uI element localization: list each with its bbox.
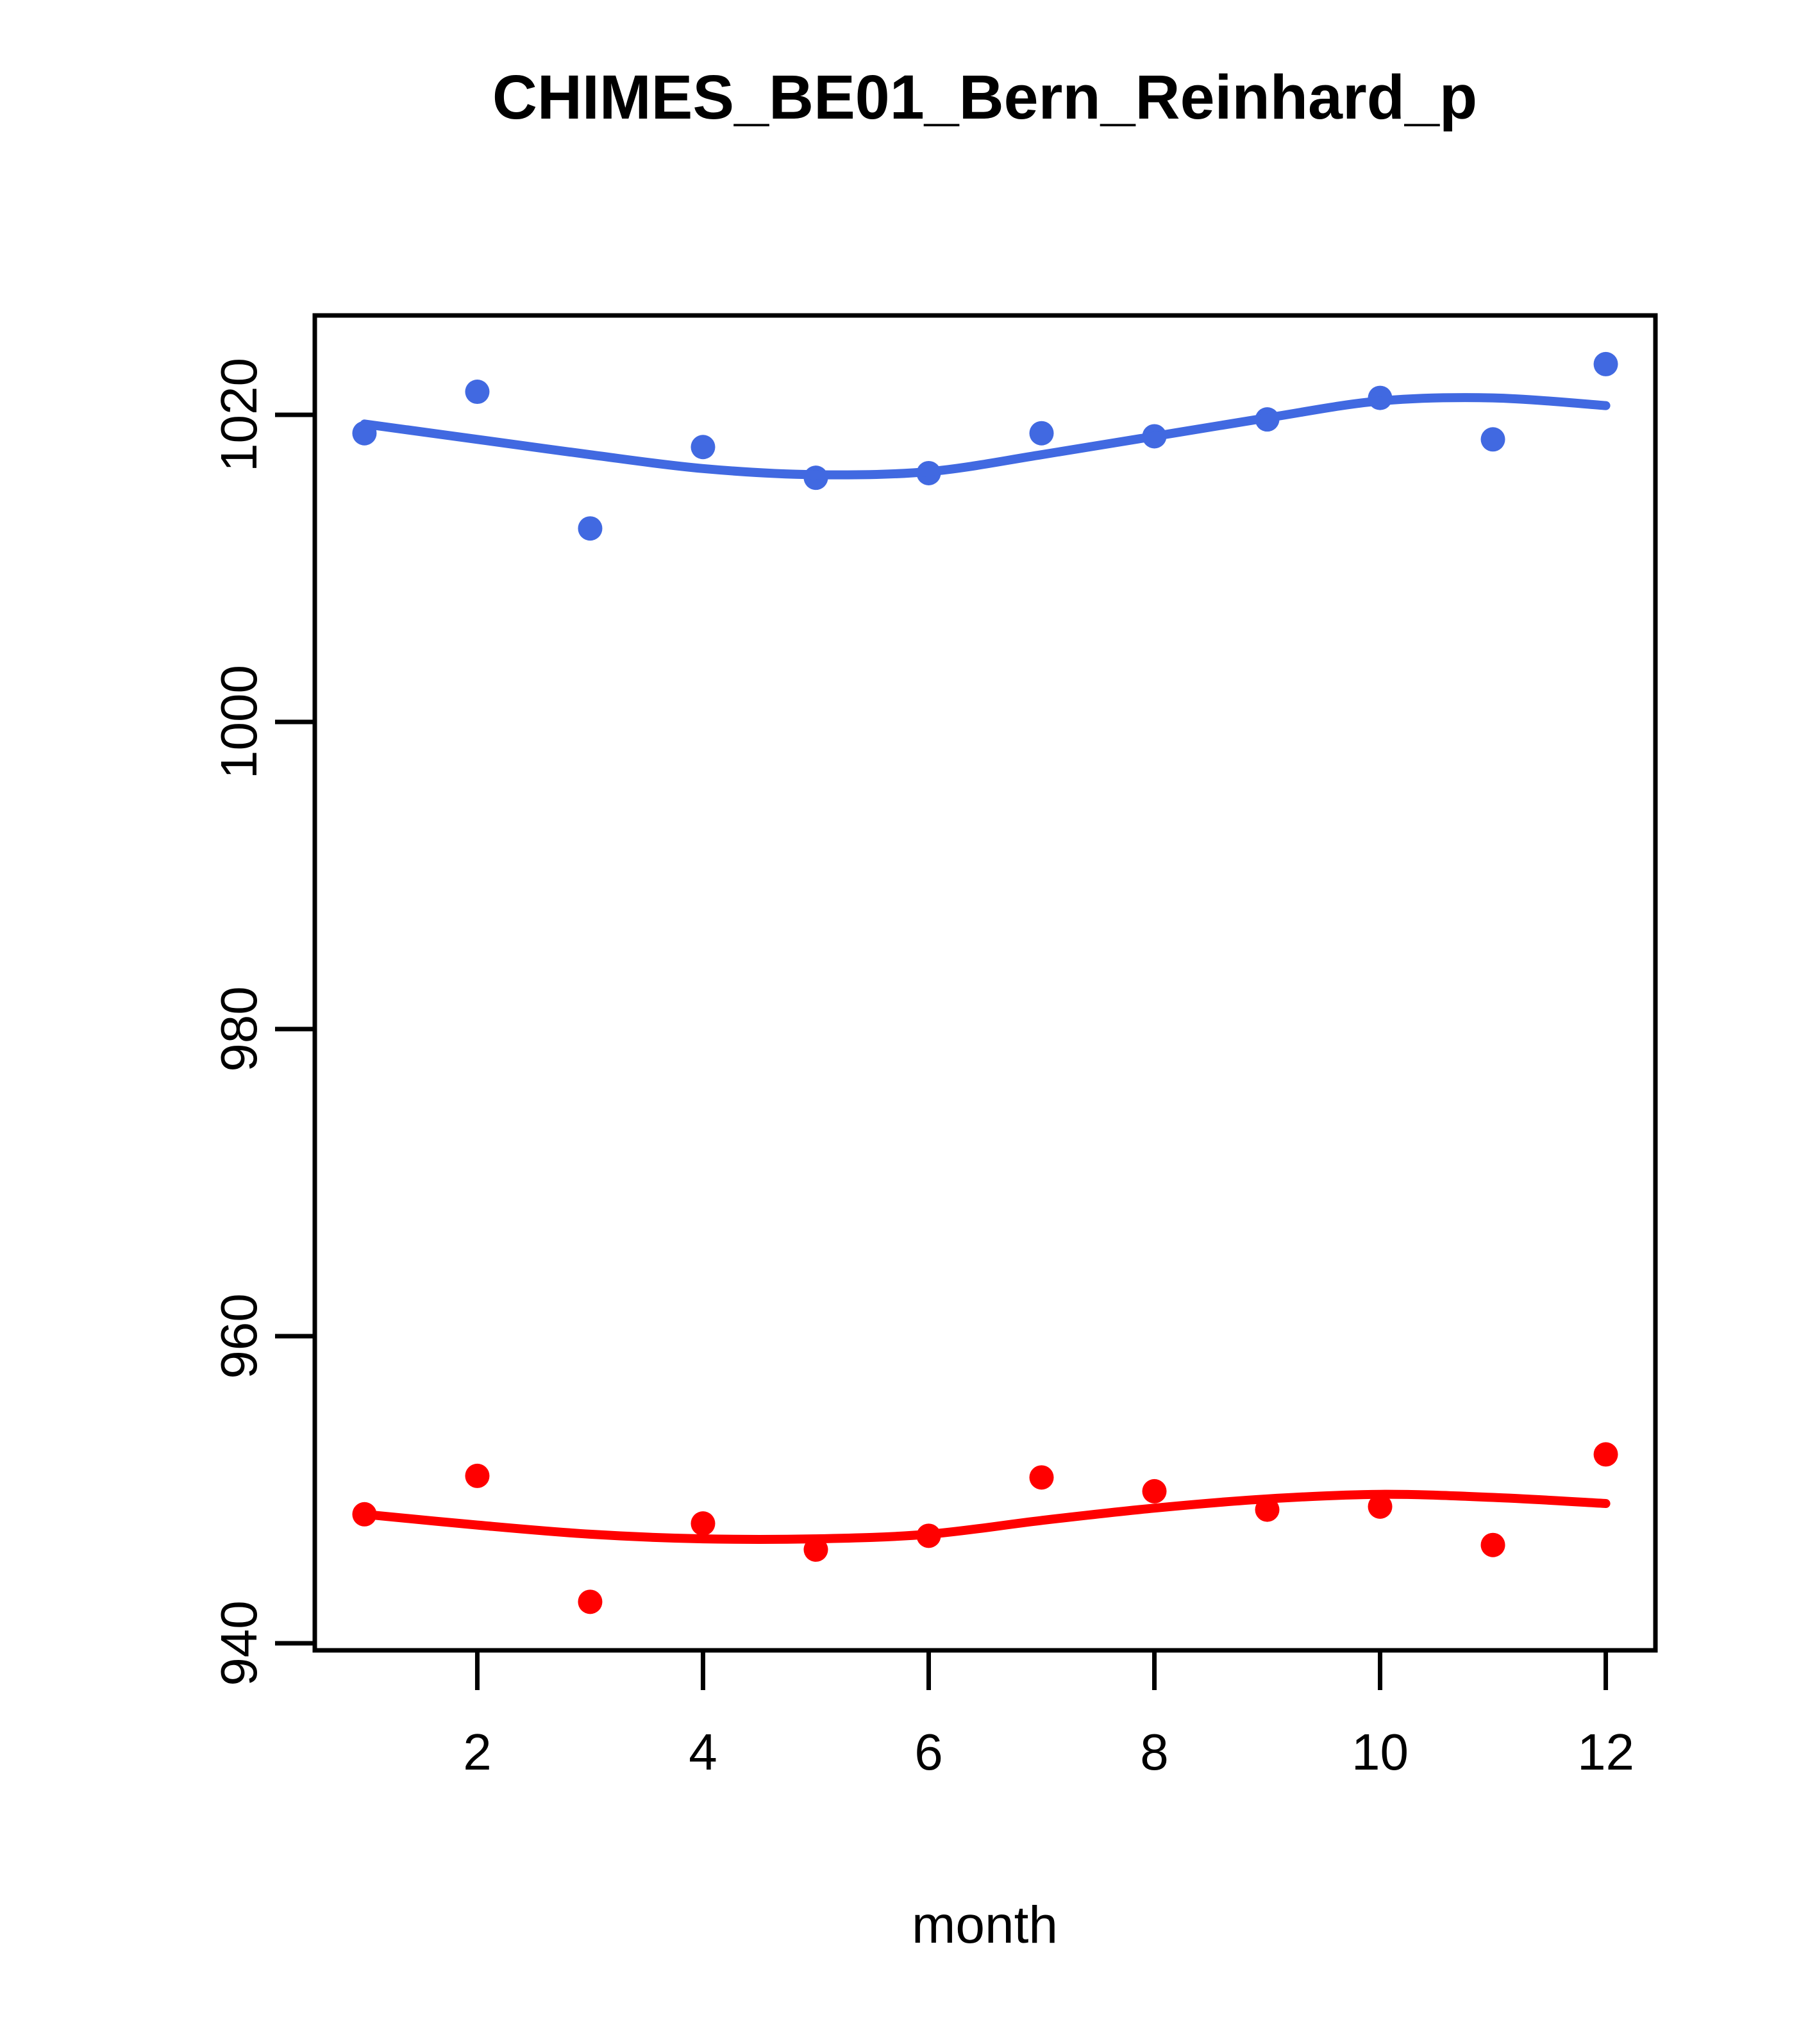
data-point-red — [1480, 1532, 1505, 1557]
data-point-red — [1142, 1479, 1167, 1504]
x-tick-label: 2 — [463, 1723, 492, 1780]
data-point-blue — [1480, 427, 1505, 452]
x-tick-label: 4 — [689, 1723, 717, 1780]
x-axis-ticks: 2 4 6 8 10 12 — [463, 1650, 1634, 1780]
data-point-red — [1029, 1465, 1054, 1490]
data-series-layer — [352, 351, 1618, 1614]
x-axis-label: month — [912, 1896, 1058, 1954]
data-point-red — [803, 1537, 828, 1562]
data-point-red — [578, 1589, 603, 1614]
data-point-red — [465, 1463, 490, 1488]
data-point-red — [1368, 1494, 1393, 1519]
data-point-red — [691, 1511, 716, 1536]
plot-area — [312, 313, 1658, 1653]
x-tick-label: 8 — [1140, 1723, 1169, 1780]
y-axis-ticks: 940 960 980 1000 1020 — [210, 358, 315, 1686]
data-point-blue — [1593, 351, 1618, 376]
trend-line-red — [360, 1489, 1611, 1544]
data-point-blue — [578, 516, 603, 541]
chart-title: CHIMES_BE01_Bern_Reinhard_p — [492, 62, 1477, 132]
data-point-blue — [1029, 421, 1054, 446]
data-point-blue — [465, 380, 490, 405]
y-tick-label: 940 — [210, 1600, 267, 1686]
trend-line-blue — [360, 393, 1611, 480]
data-point-blue — [691, 435, 716, 460]
y-tick-label: 980 — [210, 986, 267, 1071]
y-tick-label: 1020 — [210, 358, 267, 472]
x-tick-label: 6 — [914, 1723, 943, 1780]
data-point-red — [1593, 1442, 1618, 1467]
x-tick-label: 10 — [1352, 1723, 1409, 1780]
y-tick-label: 1000 — [210, 665, 267, 779]
x-tick-label: 12 — [1577, 1723, 1634, 1780]
y-tick-label: 960 — [210, 1293, 267, 1378]
